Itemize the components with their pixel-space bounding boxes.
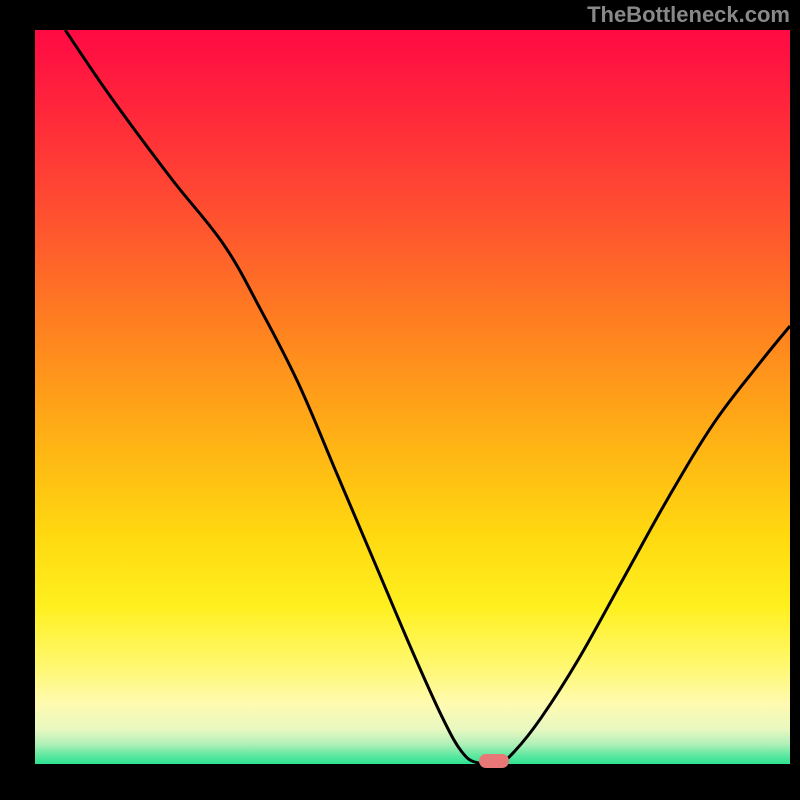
watermark-text: TheBottleneck.com <box>587 2 790 28</box>
bottleneck-curve <box>35 30 790 770</box>
plot-area <box>35 30 790 770</box>
optimal-marker <box>479 754 509 768</box>
